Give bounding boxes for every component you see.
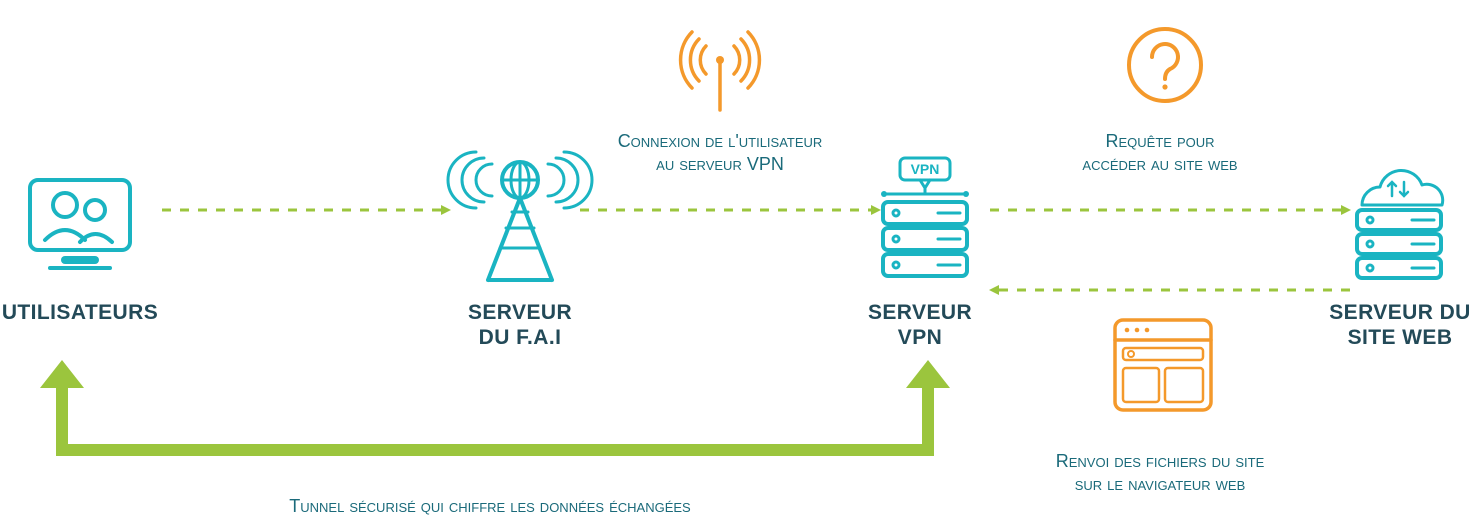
vpn-label-l2: VPN xyxy=(898,326,942,349)
users-icon xyxy=(30,180,130,268)
connection-caption-l1: Connexion de l'utilisateur xyxy=(618,131,823,151)
isp-label: Serveur du F.A.I xyxy=(440,300,600,350)
website-label-l1: Serveur du xyxy=(1329,301,1471,324)
isp-tower-icon xyxy=(448,152,592,280)
website-label: Serveur du site web xyxy=(1320,300,1480,350)
isp-label-l2: du F.A.I xyxy=(479,326,562,349)
vpn-label-l1: Serveur xyxy=(868,301,972,324)
website-label-l2: site web xyxy=(1348,326,1453,349)
response-caption-l1: Renvoi des fichiers du site xyxy=(1056,451,1265,471)
vpn-label: Serveur VPN xyxy=(840,300,1000,350)
svg-text:VPN: VPN xyxy=(911,161,940,177)
tunnel-caption-l1: Tunnel sécurisé qui chiffre les données … xyxy=(289,496,690,516)
browser-icon xyxy=(1115,320,1211,410)
request-caption: Requête pour accéder au site web xyxy=(1040,130,1280,175)
request-caption-l2: accéder au site web xyxy=(1082,154,1237,174)
wireless-icon xyxy=(681,32,760,110)
tunnel-arrow xyxy=(40,360,950,450)
tunnel-caption: Tunnel sécurisé qui chiffre les données … xyxy=(200,495,780,518)
question-icon xyxy=(1129,29,1201,101)
isp-label-l1: Serveur xyxy=(468,301,572,324)
website-server-icon xyxy=(1357,170,1443,278)
response-caption: Renvoi des fichiers du site sur le navig… xyxy=(1030,450,1290,495)
connection-caption-l2: au serveur VPN xyxy=(656,154,784,174)
response-caption-l2: sur le navigateur web xyxy=(1075,474,1246,494)
request-caption-l1: Requête pour xyxy=(1105,131,1214,151)
connection-caption: Connexion de l'utilisateur au serveur VP… xyxy=(600,130,840,175)
vpn-server-icon: VPN xyxy=(881,158,969,276)
users-label-l1: Utilisateurs xyxy=(2,301,158,324)
users-label: Utilisateurs xyxy=(0,300,160,325)
